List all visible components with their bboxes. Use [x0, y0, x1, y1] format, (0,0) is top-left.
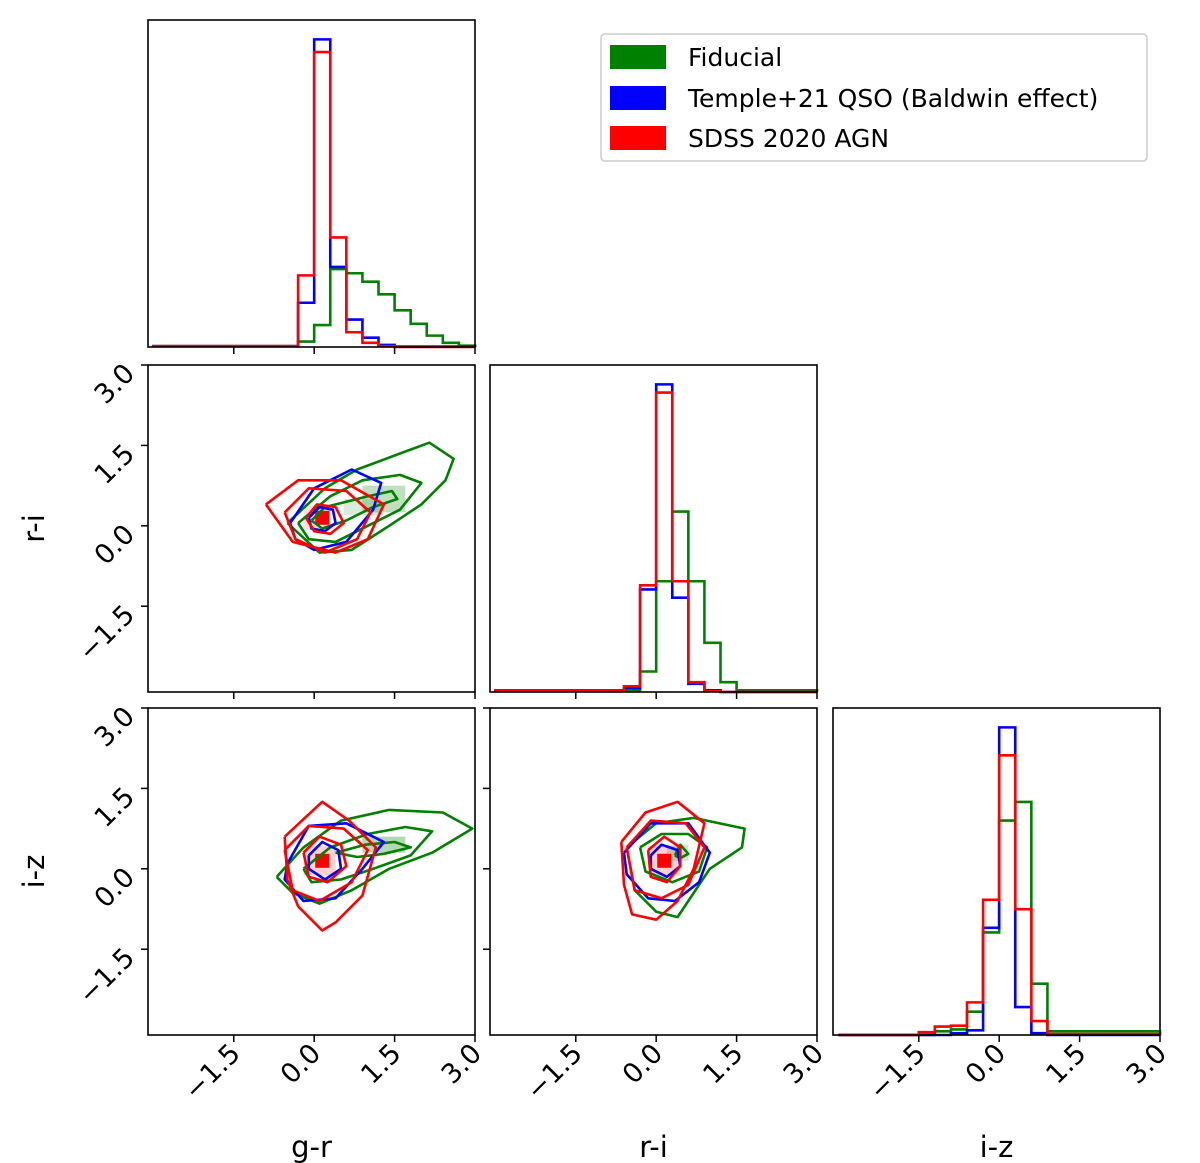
- contour-2-2: [264, 478, 386, 554]
- legend-label-temple: Temple+21 QSO (Baldwin effect): [687, 84, 1098, 113]
- y-tick-label: 3.0: [89, 701, 141, 753]
- x-tick-label: 0.0: [275, 1038, 327, 1090]
- x-tick-label: 1.5: [355, 1038, 407, 1090]
- y-tick-label: 0.0: [89, 862, 141, 914]
- legend-swatch-sdss: [610, 126, 666, 150]
- legend-label-sdss: SDSS 2020 AGN: [688, 124, 889, 153]
- histogram-step-0: [152, 267, 477, 348]
- panels-layer: −1.5 0.0 1.5 3.0i-z−1.50.01.53.0r-i−1.5−1.5…: [17, 19, 1173, 1163]
- legend: Fiducial Temple+21 QSO (Baldwin effect) …: [600, 33, 1148, 162]
- panel-frame: [147, 707, 476, 1036]
- median-marker: [315, 853, 330, 868]
- contour-2-1: [283, 824, 370, 903]
- panel-background: [490, 365, 817, 692]
- y-tick-label: −1.5: [73, 599, 141, 667]
- x-tick-label: 0.0: [617, 1038, 669, 1090]
- hist-panel-r-i: [489, 364, 819, 699]
- x-tick-label: 1.5: [1040, 1038, 1092, 1090]
- contour-2-0: [304, 503, 346, 536]
- x-tick-label: 3.0: [436, 1038, 488, 1090]
- legend-swatch-fiducial: [610, 45, 666, 69]
- x-tick-label: 1.5: [697, 1038, 749, 1090]
- legend-frame: [600, 33, 1148, 162]
- panel-background: [148, 20, 475, 347]
- y-axis-label-i-z: i-z: [17, 855, 51, 889]
- density-patch-0: [362, 836, 406, 853]
- contour-0-1: [297, 473, 423, 544]
- panel-frame: [147, 364, 476, 693]
- panel-frame: [489, 707, 818, 1036]
- hist-panel-g-r: [147, 19, 477, 354]
- panel-frame: [147, 19, 476, 348]
- histogram-step-2: [494, 391, 817, 694]
- legend-label-fiducial: Fiducial: [688, 43, 782, 72]
- y-axis-label-r-i: r-i: [17, 514, 51, 543]
- y-tick-label: 1.5: [89, 438, 141, 490]
- x-axis-label-i-z: i-z: [980, 1130, 1014, 1163]
- contour-2-2: [620, 800, 706, 922]
- hist-panel-i-z: −1.5 0.0 1.5 3.0 i-z: [832, 707, 1173, 1163]
- panel-content: [275, 800, 474, 932]
- panel-frame: [489, 364, 818, 693]
- panel-background: [833, 708, 1160, 1035]
- contour-0-2: [286, 441, 455, 554]
- contour-2-0: [302, 835, 348, 884]
- y-tick-label: −1.5: [73, 942, 141, 1010]
- contour-2-1: [625, 819, 706, 900]
- y-tick-label: 1.5: [89, 781, 141, 833]
- x-tick-label: 0.0: [960, 1038, 1012, 1090]
- y-tick-label: 3.0: [89, 358, 141, 410]
- x-tick-label: 3.0: [778, 1038, 830, 1090]
- contour-1-0: [307, 840, 343, 881]
- contour-2-2: [283, 800, 378, 932]
- histogram-step-2: [152, 50, 475, 349]
- median-marker: [657, 853, 672, 868]
- contour-0-2: [625, 816, 746, 919]
- panel-frame: [832, 707, 1161, 1036]
- x-tick-label: −1.5: [520, 1038, 588, 1106]
- panel-content: [620, 800, 746, 922]
- histogram-step-2: [838, 754, 1162, 1037]
- scatter-panel-i-z|r-i: −1.5 0.0 1.5 3.0 r-i: [483, 707, 830, 1163]
- x-tick-label: 3.0: [1121, 1038, 1173, 1090]
- x-axis-label-g-r: g-r: [291, 1130, 332, 1163]
- scatter-panel-r-i|g-r: −1.5 0.0 1.5 3.0 r-i: [17, 358, 476, 699]
- contour-2-0: [646, 835, 682, 884]
- contour-2-1: [283, 486, 372, 554]
- legend-swatch-temple: [610, 86, 666, 110]
- x-tick-label: −1.5: [863, 1038, 931, 1106]
- y-tick-label: 0.0: [89, 519, 141, 571]
- histogram-step-0: [838, 800, 1162, 1037]
- x-tick-label: −1.5: [178, 1038, 246, 1106]
- scatter-panel-i-z|g-r: −1.5 −1.5 0.0 0.0 1.5 1.5 3.0 3.0 i-z g-r: [17, 701, 488, 1163]
- panel-content: [264, 441, 455, 554]
- contour-0-0: [335, 840, 413, 859]
- x-axis-label-r-i: r-i: [639, 1130, 668, 1163]
